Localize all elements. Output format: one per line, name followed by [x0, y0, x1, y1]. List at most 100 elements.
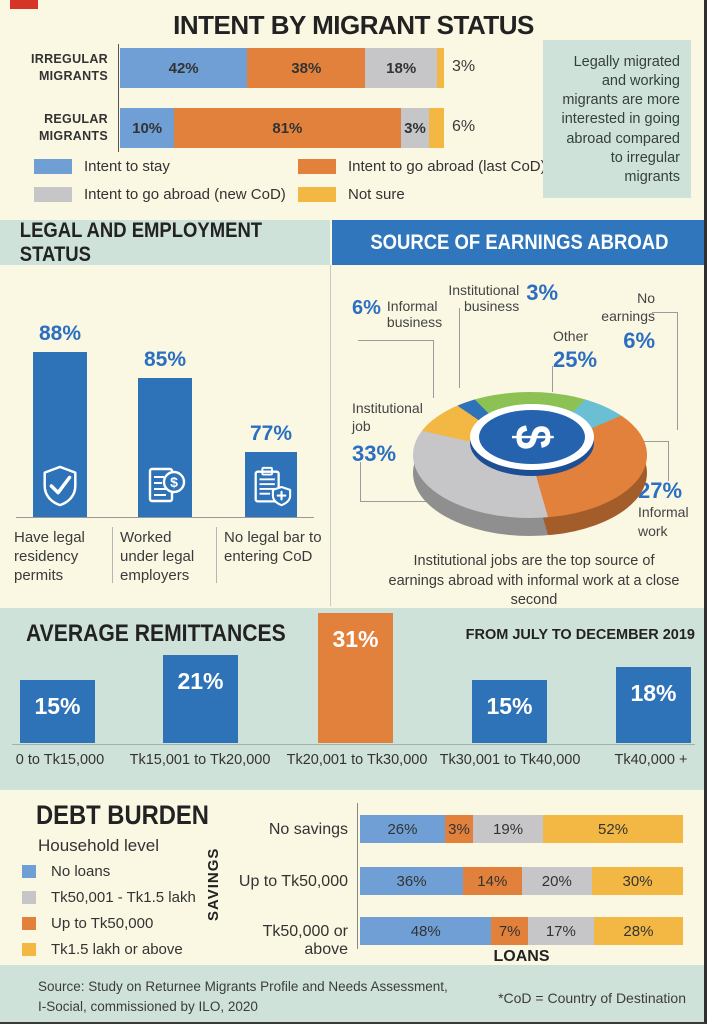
pie-pct: 27%	[638, 478, 683, 503]
debt-bar-50000-or-above: 48% 7% 17% 28%	[360, 917, 683, 945]
legend-swatch-orange	[22, 917, 36, 930]
legal-bar-employers: $	[138, 378, 192, 517]
category-label-regular: REGULAR MIGRANTS	[38, 112, 108, 143]
debt-legend-small-loan: Up to Tk50,000	[22, 915, 222, 932]
stacked-bar: 10% 81% 3%	[120, 108, 444, 148]
debt-legend-no-loans: No loans	[22, 863, 222, 880]
segment-large-loan: 30%	[592, 867, 683, 895]
segment-value: 14%	[477, 872, 508, 890]
debt-legend-mid-loan: Tk50,001 - Tk1.5 lakh	[22, 889, 222, 906]
segment-value: 26%	[387, 820, 418, 838]
segment-value: 36%	[396, 872, 427, 890]
pie-caption: Institutional jobs are the top source of…	[388, 553, 680, 609]
legend-label: Not sure	[348, 186, 405, 203]
segment-value: 17%	[545, 922, 576, 940]
legend-item-abroad-new-cod: Intent to go abroad (new CoD)	[34, 186, 298, 203]
remittances-period: FROM JULY TO DECEMBER 2019	[465, 627, 695, 643]
connector-line	[652, 312, 677, 313]
red-corner-mark	[10, 0, 38, 9]
debt-axis-line	[357, 803, 358, 949]
segment-large-loan: 52%	[543, 815, 683, 843]
remittance-bar-3-highlight: 31%	[318, 612, 393, 743]
pie-label-text: No earnings	[601, 290, 655, 324]
intent-section-title: INTENT BY MIGRANT STATUS	[173, 10, 534, 40]
category-label-irregular: IRREGULAR MIGRANTS	[30, 52, 108, 83]
remittance-bar-1: 15%	[20, 680, 95, 743]
legal-bar-no-bar-cod	[245, 452, 297, 517]
legend-item-intent-stay: Intent to stay	[34, 158, 298, 175]
shield-check-icon	[43, 465, 77, 507]
segment-intent-stay: 42%	[120, 48, 248, 88]
legend-swatch-blue	[34, 159, 72, 174]
connector-line	[552, 366, 553, 392]
segment-intent-stay: 10%	[120, 108, 175, 148]
connector-line	[358, 340, 433, 341]
label-divider	[112, 527, 113, 583]
legal-bar-residency	[33, 352, 87, 517]
legend-label: No loans	[51, 863, 111, 880]
remittances-title: AVERAGE REMITTANCES	[26, 620, 286, 647]
cod-definition: *CoD = Country of Destination	[498, 990, 686, 1006]
debt-bar-up-to-50000: 36% 14% 20% 30%	[360, 867, 683, 895]
bar-value: 21%	[177, 667, 224, 694]
debt-row-label: Tk50,000 or above	[262, 923, 348, 958]
legend-label: Up to Tk50,000	[51, 915, 154, 932]
intent-bar-row-irregular: IRREGULAR MIGRANTS 42% 38% 18% 3%	[0, 48, 704, 88]
outside-value-label: 6%	[452, 118, 476, 135]
legend-label: Intent to go abroad (last CoD)	[348, 158, 546, 175]
pie-pct: 3%	[526, 280, 558, 305]
remittance-range-label: Tk30,001 to Tk40,000	[439, 752, 581, 768]
segment-abroad-new-cod: 3%	[400, 108, 430, 148]
segment-large-loan: 28%	[593, 917, 683, 945]
connector-line	[622, 441, 668, 442]
segment-not-sure	[437, 48, 444, 88]
segment-small-loan: 3%	[444, 815, 473, 843]
connector-line	[360, 501, 435, 502]
segment-value: 52%	[598, 820, 629, 838]
legend-item-not-sure: Not sure	[298, 186, 628, 203]
legal-bar-value: 85%	[143, 348, 187, 371]
legend-swatch-orange	[298, 159, 336, 174]
segment-no-loans: 36%	[360, 867, 464, 895]
remittance-bar-4: 15%	[472, 680, 547, 743]
pie-pct: 25%	[553, 347, 598, 372]
legal-section-header: LEGAL AND EMPLOYMENT STATUS	[0, 219, 330, 266]
intent-bar-row-regular: REGULAR MIGRANTS 10% 81% 3% 6%	[0, 108, 704, 148]
connector-line	[360, 462, 361, 502]
remittance-range-label: Tk20,001 to Tk30,000	[286, 752, 428, 768]
pie-label-text: Informal business	[386, 298, 443, 331]
remittance-bar-2: 21%	[163, 654, 238, 743]
segment-value: 30%	[622, 872, 653, 890]
segment-small-loan: 14%	[463, 867, 522, 895]
segment-mid-loan: 17%	[527, 917, 594, 945]
dollar-glyph: $	[504, 424, 561, 450]
pie-label-text: Institutional job	[352, 400, 423, 434]
pie-label-other: Other 25%	[553, 328, 623, 375]
dollar-coin-icon: $	[479, 410, 585, 464]
segment-small-loan: 7%	[491, 917, 528, 945]
segment-value: 18%	[386, 59, 417, 77]
debt-title: DEBT BURDEN	[36, 800, 209, 830]
bar-value: 31%	[332, 625, 379, 652]
svg-text:$: $	[170, 474, 178, 490]
segment-value: 38%	[291, 59, 322, 77]
intent-legend: Intent to stay Intent to go abroad (last…	[34, 158, 674, 203]
legend-label: Tk1.5 lakh or above	[51, 941, 183, 958]
legend-swatch-yellow	[298, 187, 336, 202]
pie-label-informal-work: 27% Informal work	[638, 480, 704, 541]
segment-not-sure	[429, 108, 444, 148]
legal-bar-label: Worked under legal employers	[120, 529, 195, 585]
column-divider	[330, 265, 331, 606]
pie-label-informal-business: 6% Informal business	[352, 298, 453, 330]
segment-value: 19%	[493, 820, 524, 838]
segment-mid-loan: 19%	[472, 815, 544, 843]
pie-pct: 6%	[623, 328, 655, 353]
pie-label-no-earnings: No earnings 6%	[583, 290, 655, 357]
legal-baseline	[16, 517, 314, 518]
source-line-2: I-Social, commissioned by ILO, 2020	[38, 999, 258, 1015]
label-divider	[216, 527, 217, 583]
footer: Source: Study on Returnee Migrants Profi…	[0, 965, 704, 1022]
segment-value: 28%	[623, 922, 654, 940]
stacked-bar: 42% 38% 18%	[120, 48, 444, 88]
